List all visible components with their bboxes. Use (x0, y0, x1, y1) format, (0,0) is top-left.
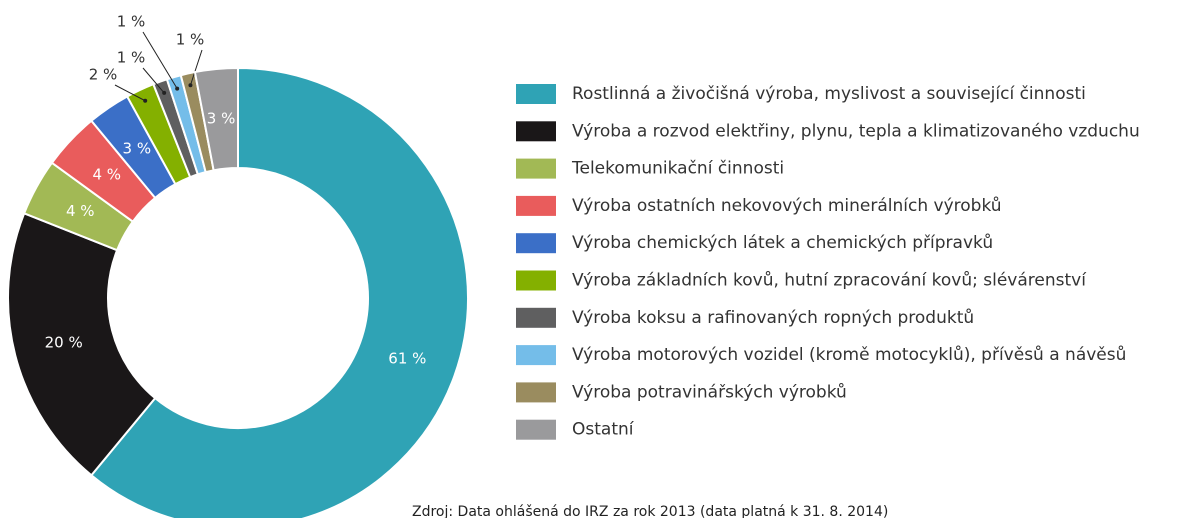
legend-swatch (516, 419, 556, 440)
slice-label: 4 % (66, 202, 95, 220)
donut-slice (7, 212, 157, 477)
slice-label: 1 % (117, 49, 146, 67)
legend-label: Výroba základních kovů, hutní zpracování… (572, 271, 1087, 291)
leader-line (114, 84, 146, 102)
leader-line (142, 67, 165, 94)
legend-label: Výroba chemických látek a chemických pří… (572, 233, 993, 253)
slice-label: 4 % (92, 165, 121, 183)
donut-slice (89, 66, 469, 518)
slice-label: 20 % (45, 333, 83, 351)
legend-swatch (516, 345, 556, 366)
legend-label: Výroba ostatních nekovových minerálních … (572, 196, 1002, 216)
leader-dot (143, 98, 148, 103)
legend-swatch (516, 233, 556, 254)
leader-dot (175, 86, 180, 91)
legend-swatch (516, 158, 556, 179)
legend-label: Rostlinná a živočišná výroba, myslivost … (572, 84, 1086, 104)
legend-swatch (516, 307, 556, 328)
slice-label: 3 % (207, 109, 236, 127)
leader-dot (162, 90, 167, 95)
leader-line (189, 49, 203, 86)
source-note: Zdroj: Data ohlášená do IRZ za rok 2013 … (412, 504, 888, 518)
slice-label: 3 % (123, 140, 152, 158)
legend-swatch (516, 121, 556, 142)
legend-swatch (516, 84, 556, 104)
legend-swatch (516, 195, 556, 216)
slice-label: 1 % (176, 31, 205, 49)
leader-dot (188, 83, 193, 88)
slice-label: 61 % (388, 349, 426, 367)
legend-swatch (516, 382, 556, 403)
donut-slice (193, 66, 239, 172)
legend-label: Výroba potravinářských výrobků (572, 382, 847, 402)
legend-label: Ostatní (572, 420, 635, 440)
legend-label: Výroba motorových vozidel (kromě motocyk… (572, 345, 1126, 365)
legend-swatch (516, 270, 556, 291)
leader-line (142, 31, 178, 89)
slice-label: 2 % (89, 66, 118, 84)
legend-label: Výroba koksu a rafinovaných ropných prod… (572, 308, 974, 328)
legend-label: Telekomunikační činnosti (571, 159, 784, 179)
legend-label: Výroba a rozvod elektřiny, plynu, tepla … (572, 121, 1140, 141)
slice-label: 1 % (117, 13, 146, 31)
